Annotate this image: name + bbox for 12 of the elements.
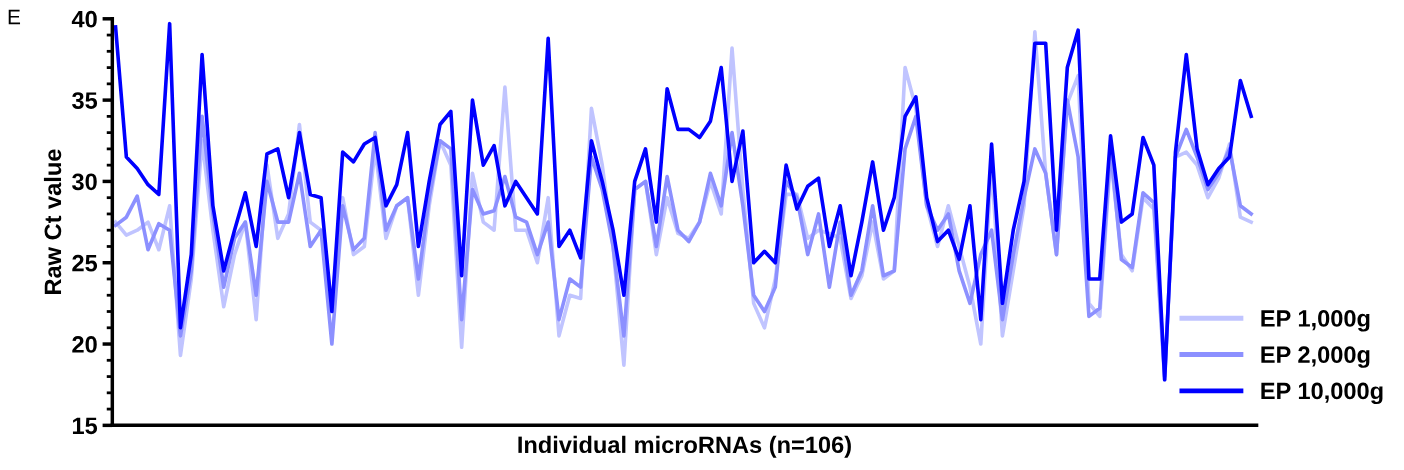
y-axis-title: Raw Ct value bbox=[43, 149, 62, 294]
y-tick-label: 40 bbox=[71, 10, 97, 28]
y-tick-label: 15 bbox=[72, 417, 98, 435]
x-axis-title: Individual microRNAs (n=106) bbox=[518, 435, 851, 458]
legend-label: EP 10,000g bbox=[1261, 382, 1383, 405]
y-tick-label: 30 bbox=[72, 173, 97, 191]
y-tick-label: 20 bbox=[72, 336, 97, 353]
y-tick-label: 35 bbox=[72, 92, 98, 109]
text: E bbox=[8, 9, 21, 25]
y-tick-label: 25 bbox=[72, 254, 98, 272]
legend-label: EP 2,000g bbox=[1261, 346, 1370, 368]
legend-label: EP 1,000g bbox=[1261, 310, 1370, 332]
